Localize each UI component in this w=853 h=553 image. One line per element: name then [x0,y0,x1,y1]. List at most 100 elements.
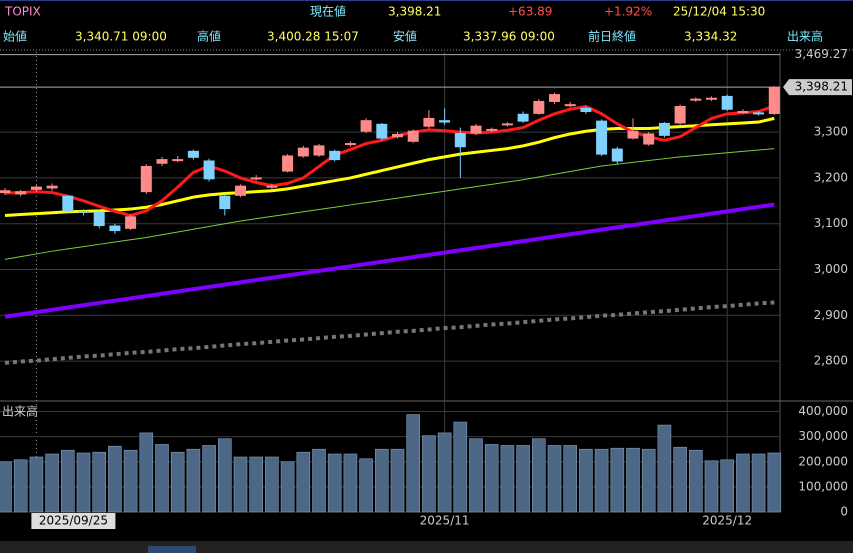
volume-bar [406,414,421,513]
candle-body [376,123,388,139]
stat-label: 前日終値 [588,29,636,44]
volume-bar [547,445,562,513]
volume-bar [202,445,216,513]
candle-body [313,145,325,156]
stat-label: 安値 [393,29,417,44]
candle-body [93,211,105,227]
candle-body [596,120,608,155]
volume-bar [170,451,185,513]
stat-value: 3,340.71 09:00 [75,30,167,44]
price-tag-label: 3,398.21 [795,80,848,94]
volume-bar [139,432,154,513]
volume-bar [374,448,389,513]
candle-body [627,130,639,139]
candle-body [297,147,309,157]
volume-bar [720,459,735,513]
volume-bar [641,448,656,513]
moving-average [4,300,775,365]
y-tick-label: 100,000 [798,479,848,493]
candle-body [517,113,529,122]
cursor-label-box [31,513,116,529]
candle-body [156,159,168,164]
tab[interactable] [148,546,196,553]
candle-body [658,122,670,136]
candle-body [439,120,451,123]
price-label: 現在値 [310,4,346,19]
volume-bar [626,447,640,513]
candle-body [329,150,341,161]
volume-bar [673,446,687,513]
stat-value: 3,400.28 15:07 [267,30,359,44]
change-pct: +1.92% [604,5,652,19]
y-tick-label: 3,200 [814,170,848,184]
change: +63.89 [508,5,552,19]
header: TOPIX 現在値 3,398.21 +63.89 +1.92% 25/12/0… [3,4,823,44]
y-tick-label: 3,300 [814,125,848,139]
volume-bar [751,453,766,513]
volume-bar [0,461,12,513]
volume-bar [280,461,295,513]
candle-body [486,128,498,131]
tab-bar [0,541,853,553]
candle-body [392,133,403,138]
candle-body [15,191,27,195]
y-tick-label: 300,000 [798,429,848,443]
candle-body [30,186,42,190]
volume-bar [453,421,468,513]
candle-body [690,98,702,101]
candle-body [501,123,513,126]
volume-bar [657,424,672,513]
volume-bar [390,448,405,513]
candle-body [533,100,545,114]
stat-label: 高値 [197,29,221,44]
y-tick-label: 2,800 [814,354,848,368]
volume-bar [233,456,248,513]
volume-bar [484,444,499,513]
moving-average [4,148,775,260]
candle-body [172,159,184,162]
volume-bar [218,438,232,513]
volume-bar [92,451,106,513]
candle-body [109,225,121,232]
candle-body [580,107,592,113]
candle-body [282,155,294,172]
volume-bar [249,456,263,513]
candle-body [140,165,152,193]
price: 3,398.21 [388,5,441,19]
candle-body [235,185,246,196]
volume-bar [531,438,546,513]
candle-body [768,86,780,114]
candle-body [454,133,466,148]
time: 25/12/04 15:30 [673,5,765,19]
volume-bar [563,445,578,513]
volume-bar [343,453,358,513]
volume-bar [704,460,719,513]
candle-body [219,195,231,210]
index-name: TOPIX [4,5,41,19]
volume-bar [469,438,483,513]
x-tick-label: 2025/09/25 [39,514,108,528]
candle-body [753,112,765,115]
volume-bar [265,456,279,513]
moving-average [4,202,775,319]
stat-label: 始値 [3,29,27,44]
volume-bar [594,448,609,513]
volume-bar [186,448,201,513]
volume-bar [500,445,515,513]
stat-value: 3,337.96 09:00 [463,30,555,44]
volume-bar [45,453,59,513]
candle-body [203,160,215,180]
volume-bar [312,448,326,513]
volume-bar [359,458,373,513]
volume-bar [610,447,625,513]
candle-body [62,195,74,212]
candle-body [407,130,419,142]
volume-bar [108,445,122,513]
volume-bar [13,459,28,513]
candle-body [266,185,278,188]
candle-body [549,94,560,102]
x-tick-label: 2025/11 [420,514,470,528]
y-tick-label: 400,000 [798,404,848,418]
volume-bar [688,449,703,513]
